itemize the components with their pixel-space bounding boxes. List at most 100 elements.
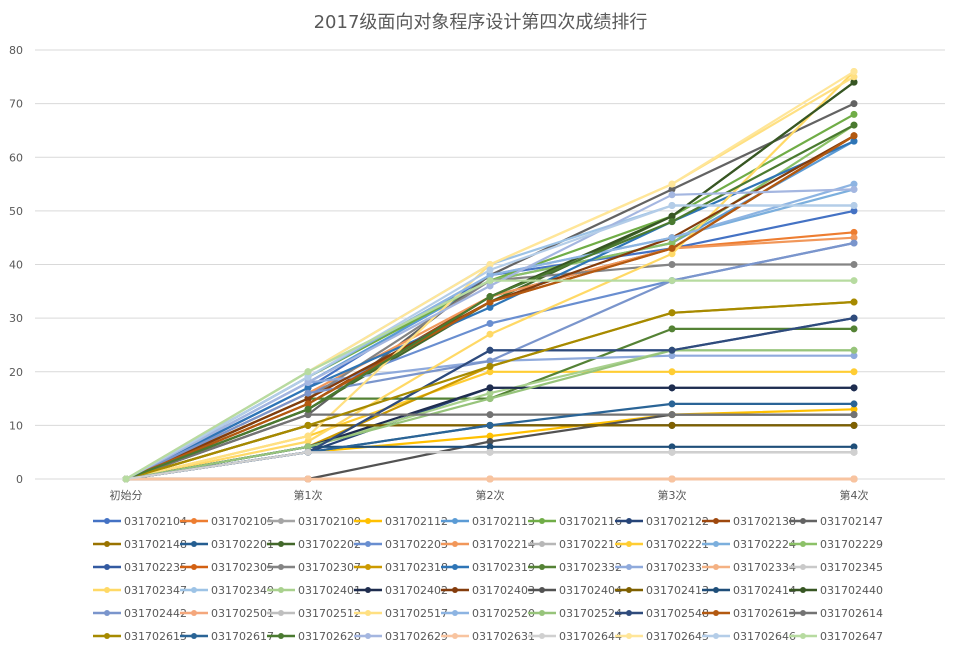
legend-label: 031702413	[646, 583, 709, 597]
data-point-031702628-2	[486, 293, 494, 301]
legend-swatch	[615, 541, 643, 547]
legend-label: 031702347	[124, 583, 187, 597]
legend-label: 031702440	[820, 583, 883, 597]
data-point-031702631-3	[668, 475, 676, 483]
legend-swatch	[615, 564, 643, 570]
legend-swatch	[702, 633, 730, 639]
data-point-031702644-2	[486, 448, 494, 456]
legend-label: 031702332	[559, 560, 622, 574]
legend-item: 031702644	[528, 627, 622, 645]
legend-label: 031702138	[733, 514, 796, 528]
legend-label: 031702334	[733, 560, 796, 574]
legend-item: 031702235	[93, 558, 187, 576]
data-point-031702647-0	[122, 475, 130, 483]
data-point-031702615-3	[668, 309, 676, 317]
legend-item: 031702116	[528, 512, 622, 530]
legend-swatch	[93, 610, 121, 616]
legend-label: 031702644	[559, 629, 622, 643]
legend-swatch	[789, 564, 817, 570]
legend-label: 031702517	[385, 606, 448, 620]
data-point-031702645-3	[668, 180, 676, 188]
legend-swatch	[180, 564, 208, 570]
x-tick-label: 初始分	[110, 488, 143, 502]
x-tick-label: 第4次	[840, 488, 869, 502]
legend-swatch	[267, 610, 295, 616]
legend-item: 031702524	[528, 604, 622, 622]
legend-item: 031702307	[267, 558, 361, 576]
y-tick-label: 40	[9, 259, 23, 272]
data-point-031702524-4	[850, 346, 858, 354]
legend-swatch	[789, 610, 817, 616]
legend-label: 031702645	[646, 629, 709, 643]
legend-swatch	[528, 633, 556, 639]
data-point-031702520-3	[668, 234, 676, 242]
legend-label: 031702403	[472, 583, 535, 597]
legend-item: 031702333	[615, 558, 709, 576]
x-tick-label: 第1次	[294, 488, 323, 502]
legend-item: 031702512	[267, 604, 361, 622]
legend-label: 031702524	[559, 606, 622, 620]
legend-swatch	[441, 541, 469, 547]
data-point-031702548-4	[850, 314, 858, 322]
y-tick-label: 80	[9, 44, 23, 57]
legend-label: 031702229	[820, 537, 883, 551]
legend-label: 031702404	[559, 583, 622, 597]
legend-label: 031702512	[298, 606, 361, 620]
legend-label: 031702628	[298, 629, 361, 643]
legend-swatch	[615, 587, 643, 593]
x-tick-label: 第3次	[658, 488, 687, 502]
legend-swatch	[528, 541, 556, 547]
legend-label: 031702116	[559, 514, 622, 528]
data-point-031702402-4	[850, 384, 858, 392]
data-point-031702548-2	[486, 346, 494, 354]
data-point-031702617-3	[668, 400, 676, 408]
legend-swatch	[441, 518, 469, 524]
legend-label: 031702224	[733, 537, 796, 551]
legend-item: 031702501	[180, 604, 274, 622]
data-point-031702402-3	[668, 384, 676, 392]
legend-swatch	[267, 587, 295, 593]
legend-item: 031702345	[789, 558, 883, 576]
legend-swatch	[702, 518, 730, 524]
legend-label: 031702214	[472, 537, 535, 551]
data-point-031702628-3	[668, 218, 676, 226]
legend-swatch	[93, 587, 121, 593]
data-point-031702629-3	[668, 191, 676, 199]
legend-swatch	[354, 564, 382, 570]
legend-item: 031702442	[93, 604, 187, 622]
legend-swatch	[354, 541, 382, 547]
legend-swatch	[354, 610, 382, 616]
legend-item: 031702319	[441, 558, 535, 576]
legend-swatch	[267, 518, 295, 524]
legend-item: 031702646	[702, 627, 796, 645]
legend-item: 031702520	[441, 604, 535, 622]
legend-label: 031702305	[211, 560, 274, 574]
data-point-031702646-2	[486, 266, 494, 274]
data-point-031702147-4	[850, 100, 858, 108]
chart-title: 2017级面向对象程序设计第四次成绩排行	[313, 12, 648, 33]
legend-label: 031702349	[211, 583, 274, 597]
legend-label: 031702402	[385, 583, 448, 597]
legend-swatch	[789, 633, 817, 639]
legend-label: 031702319	[472, 560, 535, 574]
legend-label: 031702401	[298, 583, 361, 597]
legend-item: 031702401	[267, 581, 361, 599]
legend-swatch	[93, 564, 121, 570]
legend-swatch	[528, 518, 556, 524]
data-point-031702332-3	[668, 325, 676, 333]
data-point-031702524-2	[486, 395, 494, 403]
legend-swatch	[789, 541, 817, 547]
legend-swatch	[354, 633, 382, 639]
data-point-031702631-1	[304, 475, 312, 483]
data-point-031702615-2	[486, 362, 494, 370]
legend-item: 031702214	[441, 535, 535, 553]
legend-swatch	[180, 518, 208, 524]
legend-item: 031702414	[702, 581, 796, 599]
data-point-031702221-3	[668, 368, 676, 376]
legend-item: 031702615	[93, 627, 187, 645]
data-point-031702347-2	[486, 330, 494, 338]
legend-swatch	[615, 518, 643, 524]
legend-item: 031702113	[441, 512, 535, 530]
legend-item: 031702148	[93, 535, 187, 553]
legend-item: 031702614	[789, 604, 883, 622]
